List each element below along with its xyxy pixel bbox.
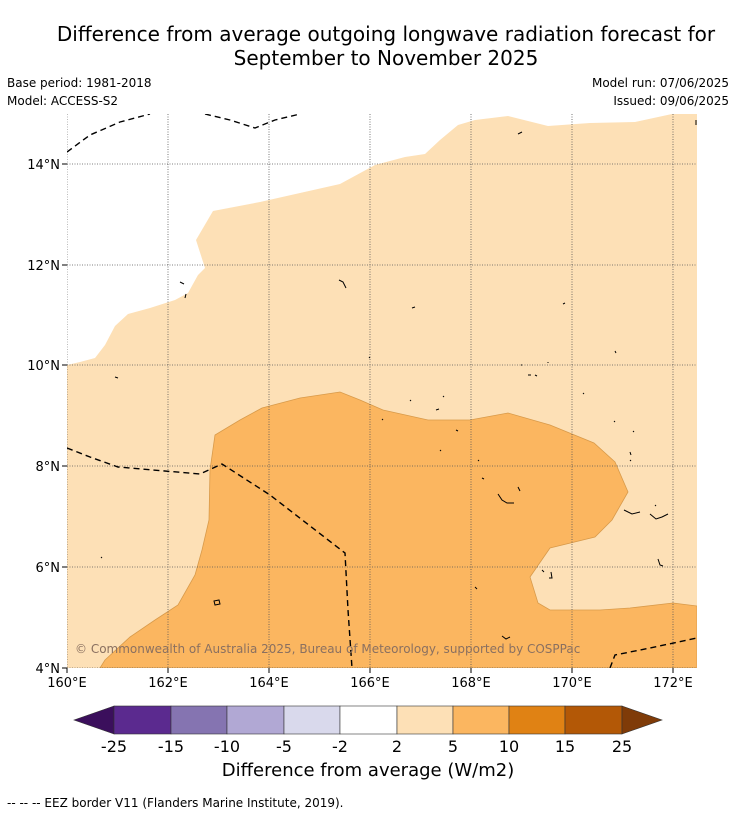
colorbar-segment [226, 705, 285, 735]
meta-left: Base period: 1981-2018 Model: ACCESS-S2 [7, 74, 152, 110]
eez-border-northwest [67, 114, 151, 153]
lat-tick-labels: 4°N 6°N 8°N 10°N 12°N 14°N [27, 158, 60, 677]
island [338, 279, 347, 289]
title-line-2: September to November 2025 [233, 46, 539, 70]
island [439, 449, 632, 462]
lon-tick-label: 166°E [350, 676, 390, 691]
island [381, 418, 384, 421]
lon-tick-label: 170°E [552, 676, 592, 691]
island [517, 131, 523, 135]
anomaly-band-5-10 [99, 391, 697, 668]
colorbar-tick: 25 [612, 737, 632, 756]
colorbar-tick: 15 [555, 737, 575, 756]
island [474, 586, 478, 590]
colorbar-tick: -15 [158, 737, 184, 756]
island [114, 376, 119, 379]
island [409, 395, 445, 402]
gridlines [67, 114, 697, 668]
issued-date: Issued: 09/06/2025 [613, 94, 729, 108]
island [623, 509, 669, 520]
lat-tick-label: 14°N [27, 158, 60, 173]
lon-tick-label: 164°E [249, 676, 289, 691]
lon-tick-label: 168°E [451, 676, 491, 691]
island [657, 558, 664, 567]
colorbar-tick: 5 [448, 737, 458, 756]
island [179, 281, 185, 285]
island [213, 599, 221, 606]
island [368, 356, 371, 359]
colorbar-tick: -25 [101, 737, 127, 756]
island [501, 635, 511, 640]
colorbar-segment [113, 705, 172, 735]
colorbar-tick: 10 [499, 737, 519, 756]
eez-border-south [67, 447, 353, 668]
eez-footnote: -- -- -- EEZ border V11 (Flanders Marine… [7, 796, 344, 810]
island [614, 350, 617, 354]
colorbar-label: Difference from average (W/m2) [221, 760, 515, 781]
lat-tick-label: 10°N [27, 359, 60, 374]
island [100, 556, 103, 559]
island [411, 306, 416, 309]
lat-tick-label: 12°N [27, 259, 60, 274]
colorbar-segment [564, 705, 623, 735]
eez-border-north [204, 114, 301, 129]
meta-right: Model run: 07/06/2025 Issued: 09/06/2025 [592, 74, 729, 110]
islands [100, 120, 697, 640]
lon-tick-label: 160°E [47, 676, 87, 691]
island [455, 429, 459, 432]
model-name: Model: ACCESS-S2 [7, 94, 119, 108]
colorbar-tick-labels: -25 -15 -10 -5 -2 2 5 10 15 25 [101, 737, 632, 756]
lat-tick-label: 6°N [36, 561, 61, 576]
island [528, 374, 538, 377]
colorbar-tick: -10 [214, 737, 240, 756]
model-run: Model run: 07/06/2025 [591, 76, 729, 90]
colorbar-tick: -2 [332, 737, 348, 756]
colorbar-segment [283, 705, 341, 735]
colorbar-segment [396, 705, 454, 735]
island [541, 569, 553, 579]
island [477, 459, 485, 480]
island [184, 293, 187, 299]
island [521, 362, 549, 366]
island [654, 504, 657, 507]
colorbar-segment [170, 705, 228, 735]
colorbar-segment [452, 705, 510, 735]
lon-tick-label: 172°E [653, 676, 693, 691]
colorbar-arrow-high [621, 705, 663, 735]
colorbar-tick: -5 [276, 737, 292, 756]
colorbar-arrow-low [73, 705, 115, 735]
colorbar-segment [508, 705, 566, 735]
lon-tick-label: 162°E [148, 676, 188, 691]
island [613, 420, 635, 433]
copyright-notice: © Commonwealth of Australia 2025, Bureau… [75, 642, 580, 656]
base-period: Base period: 1981-2018 [7, 76, 152, 90]
island [497, 486, 521, 504]
island [562, 302, 566, 305]
axis-ticks [62, 163, 674, 673]
eez-border-southeast [609, 637, 697, 668]
title-line-1: Difference from average outgoing longwav… [56, 22, 716, 46]
lon-tick-labels: 160°E 162°E 164°E 166°E 168°E 170°E 172°… [47, 676, 693, 691]
colorbar-tick: 2 [392, 737, 402, 756]
island [582, 392, 585, 395]
lat-tick-label: 4°N [36, 662, 61, 677]
map-plot-area: © Commonwealth of Australia 2025, Bureau… [67, 114, 697, 668]
map-title: Difference from average outgoing longwav… [0, 22, 736, 70]
lat-tick-label: 8°N [36, 460, 61, 475]
colorbar-segment [339, 705, 398, 735]
colorbar [73, 705, 663, 735]
eez-borders [67, 114, 697, 668]
island [435, 408, 440, 411]
